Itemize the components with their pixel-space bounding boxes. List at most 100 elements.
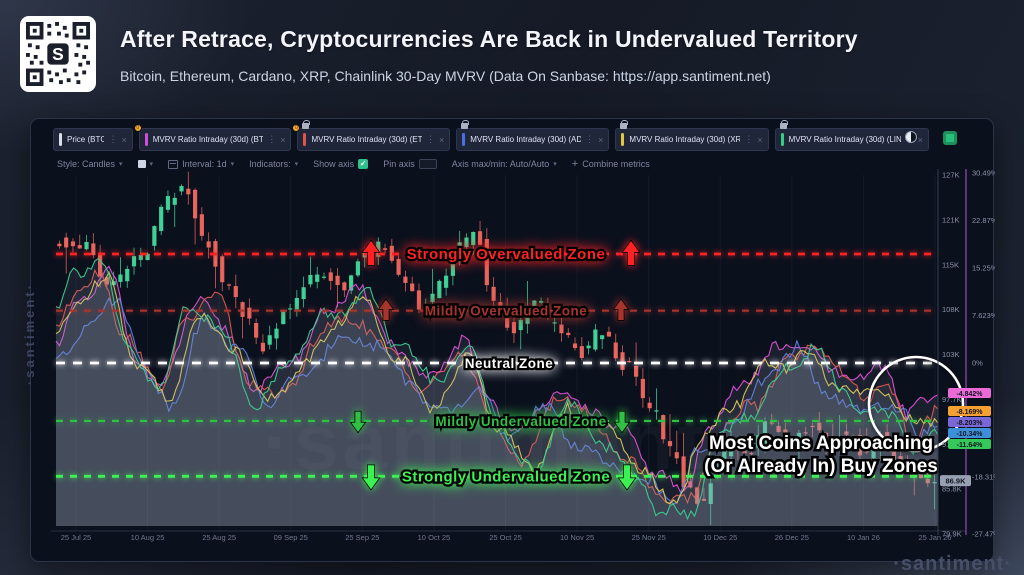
tab-close-icon[interactable]: × <box>280 134 286 145</box>
candle-body <box>817 422 822 431</box>
candle-body <box>321 276 327 278</box>
candle-body <box>769 422 774 424</box>
mvrv-line-btc <box>55 265 939 493</box>
date-label: 25 Sep 25 <box>345 533 379 542</box>
tab-menu-icon[interactable]: ⋮ <box>108 134 118 144</box>
candle-body <box>647 402 652 409</box>
candle-body <box>810 425 815 428</box>
last-price-badge <box>940 475 971 487</box>
candle-body <box>803 432 808 434</box>
candle-body <box>186 188 191 195</box>
value-badge <box>948 406 991 416</box>
price-tick-label: 121K <box>942 215 960 224</box>
axis-minmax-dropdown[interactable]: Axis max/min: Auto/Auto ▾ <box>452 159 557 169</box>
candle-body <box>328 272 333 281</box>
candle-body <box>572 343 578 349</box>
price-tick-label: 127K <box>942 171 960 180</box>
candle-body <box>654 410 659 412</box>
zone-mildly-undervalued-zone: Mildly Undervalued Zone <box>56 410 938 434</box>
add-metric-button[interactable] <box>943 131 957 145</box>
tab-close-icon[interactable]: × <box>598 134 604 145</box>
tab-menu-icon[interactable]: ⋮ <box>744 134 754 144</box>
date-label: 10 Aug 25 <box>131 533 165 542</box>
show-axis-checkbox[interactable]: Show axis ✓ <box>313 159 369 169</box>
chart-toolbar: Style: Candles ▾ ▾ Interval: 1d ▾ Indicators:… <box>57 157 953 171</box>
candle-body <box>315 274 320 282</box>
indicators-label: Indicators: <box>249 159 291 169</box>
candle-body <box>633 365 639 377</box>
candle-body <box>484 239 489 286</box>
percent-tick-label: -18.31% <box>972 473 995 482</box>
date-label: 10 Dec 25 <box>703 533 737 542</box>
interval-dropdown[interactable]: Interval: 1d ▾ <box>168 159 234 169</box>
tab-menu-icon[interactable]: ⋮ <box>267 134 277 144</box>
mvrv-area-eth <box>56 270 938 526</box>
candle-body <box>613 342 618 359</box>
mvrv-area-link <box>56 258 938 526</box>
notification-dot-icon: 0 <box>292 124 301 132</box>
zone-neutral-zone: Neutral Zone <box>56 354 938 373</box>
value-badge <box>948 428 991 438</box>
tab-mvrv-ratio-intraday-30d-xrp[interactable]: MVRV Ratio Intraday (30d) (XRP) ⋮ × <box>615 120 769 151</box>
candle-body <box>715 470 720 474</box>
candle-body <box>776 425 781 432</box>
tab-mvrv-ratio-intraday-30d-eth[interactable]: MVRV Ratio Intraday (30d) (ETH) ⋮ × 0 <box>292 120 451 151</box>
candle-body <box>620 352 625 370</box>
candle-body <box>708 483 713 504</box>
zone-arrow-up-icon <box>361 239 381 266</box>
candle-body <box>416 290 422 310</box>
candle-body <box>457 242 462 255</box>
zone-strongly-undervalued-zone: Strongly Undervalued Zone <box>56 464 938 491</box>
combine-metrics-button[interactable]: + Combine metrics <box>572 158 650 170</box>
color-swatch-dropdown[interactable]: ▾ <box>137 160 153 168</box>
zone-label: Strongly Overvalued Zone <box>407 246 606 263</box>
theme-toggle-icon[interactable] <box>905 131 917 143</box>
tab-close-icon[interactable]: × <box>438 134 445 145</box>
candlestick-series-btc-price <box>57 171 937 525</box>
value-badge-text: -8.169% <box>956 409 983 416</box>
price-tick-label: 103K <box>942 350 960 359</box>
tab-close-icon[interactable]: × <box>917 134 923 145</box>
zone-arrow-down-icon <box>613 410 631 434</box>
candle-body <box>437 280 442 299</box>
candle-body <box>430 293 435 303</box>
chevron-down-icon: ▾ <box>119 161 123 168</box>
tab-menu-icon[interactable]: ⋮ <box>425 134 435 144</box>
pin-axis-toggle[interactable]: Pin axis <box>383 159 437 169</box>
candle-body <box>844 431 849 435</box>
tab-menu-icon[interactable]: ⋮ <box>585 134 595 144</box>
tab-close-icon[interactable]: × <box>121 134 127 145</box>
indicators-dropdown[interactable]: Indicators: ▾ <box>249 159 298 169</box>
tab-mvrv-ratio-intraday-30d-btc[interactable]: MVRV Ratio Intraday (30d) (BTC) ⋮ × 0 <box>133 124 292 151</box>
style-dropdown[interactable]: Style: Candles ▾ <box>57 159 123 169</box>
qr-code-image: S <box>26 22 90 86</box>
tab-close-icon[interactable]: × <box>757 134 763 145</box>
candle-body <box>247 307 252 319</box>
tab-price-btc[interactable]: Price (BTC)⋮× <box>53 128 133 151</box>
mvrv-area-btc <box>56 266 938 526</box>
tab-color-bar <box>144 133 148 146</box>
candle-body <box>172 197 177 205</box>
candle-body <box>566 332 571 336</box>
candle-body <box>301 287 306 300</box>
annotation-line1: Most Coins Approaching <box>709 433 933 454</box>
color-swatch-icon <box>137 160 146 168</box>
tab-label: MVRV Ratio Intraday (30d) (ETH) <box>311 135 422 144</box>
percent-tick-label: 7.623% <box>972 311 995 320</box>
candle-body <box>206 241 211 248</box>
value-badge <box>948 417 991 427</box>
price-tick-label: 115K <box>942 260 959 269</box>
candle-body <box>885 432 890 441</box>
candle-body <box>98 252 103 277</box>
percent-axis-ticks: 30.49% 22.87% 15.25% 7.623% 0% -18.31% -27.47% <box>972 169 995 539</box>
mvrv-area-ada <box>56 298 938 526</box>
candle-body <box>165 196 171 210</box>
candle-body <box>444 275 449 288</box>
tab-mvrv-ratio-intraday-30d-ada[interactable]: MVRV Ratio Intraday (30d) (ADA) ⋮ × <box>456 120 610 151</box>
chevron-down-icon: ▾ <box>553 161 557 168</box>
candle-body <box>91 243 96 256</box>
candle-body <box>532 300 537 310</box>
svg-text:S: S <box>52 44 64 64</box>
candle-body <box>742 450 747 454</box>
